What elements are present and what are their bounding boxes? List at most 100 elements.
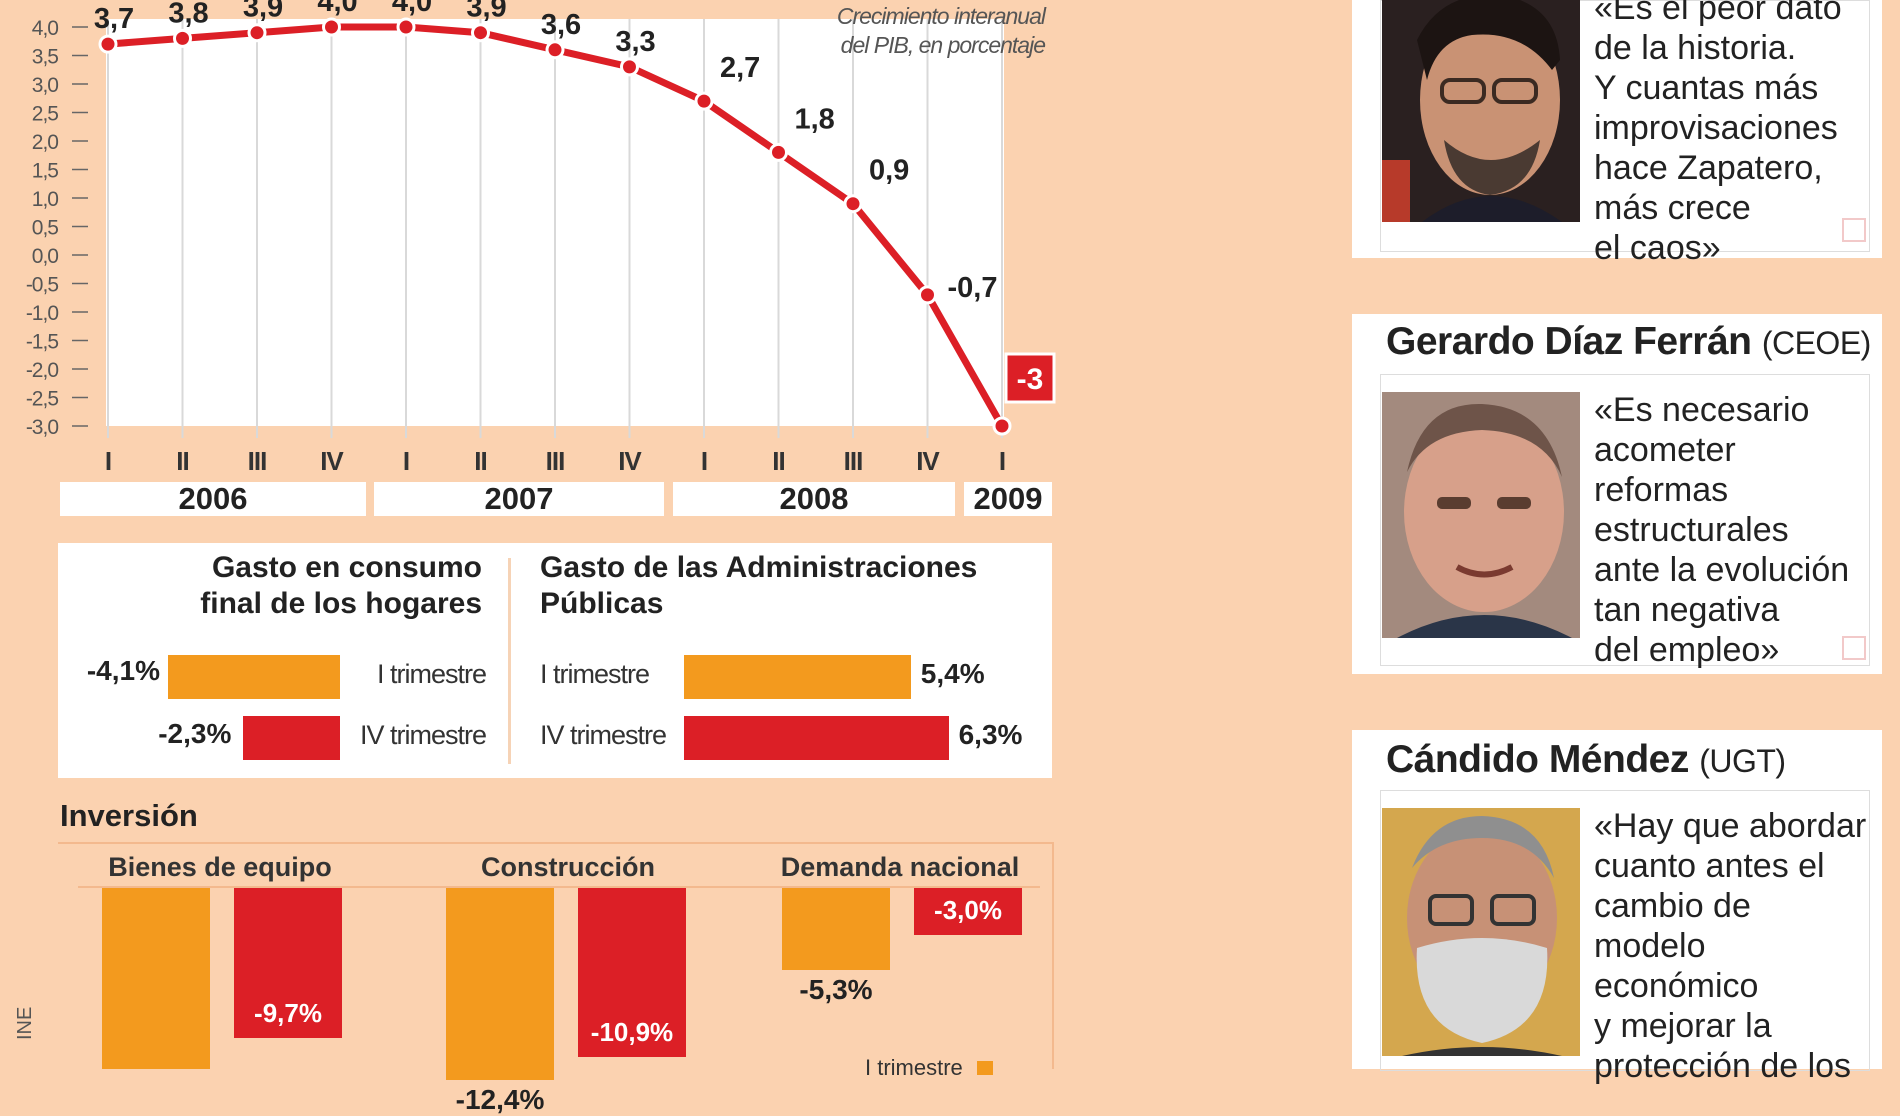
gdp-point xyxy=(918,285,937,305)
gdp-value-label: 2,7 xyxy=(720,52,760,84)
admin-title-line2: Públicas xyxy=(540,587,664,620)
gdp-subtitle: Crecimiento interanual del PIB, en porce… xyxy=(780,2,1046,60)
inversion-value-label: -10,9% xyxy=(590,1016,674,1047)
quote-line: cambio de xyxy=(1594,887,1751,925)
inversion-legend-label: I trimestre xyxy=(865,1055,963,1080)
quote-text-diaz-ferran: «Es necesario acometer reformas estructu… xyxy=(1594,390,1849,670)
spending-panel-divider xyxy=(508,558,511,764)
gdp-last-value-box xyxy=(1004,352,1056,404)
inversion-group-label: Bienes de equipo xyxy=(108,852,332,882)
gdp-value-label: 3,9 xyxy=(466,0,506,24)
quote-line: el caos» xyxy=(1594,229,1721,267)
consumo-value-label: -4,1% xyxy=(86,655,160,686)
gdp-x-tick-label: IV xyxy=(618,446,642,476)
gdp-x-tick-label: I xyxy=(105,446,111,476)
gdp-point xyxy=(322,17,341,37)
admin-title: Gasto de las Administraciones Públicas xyxy=(540,550,1040,622)
gdp-value-label: 3,3 xyxy=(615,26,655,58)
gdp-y-tick-label: -3,0 xyxy=(26,416,59,439)
gdp-point xyxy=(843,194,863,214)
gdp-subtitle-line2: del PIB, en porcentaje xyxy=(840,32,1046,58)
admin-category-label: IV trimestre xyxy=(540,720,667,750)
year-label-2009: 2009 xyxy=(964,482,1052,516)
inversion-title: Inversión xyxy=(60,798,198,833)
gdp-y-axis: 4,0 3,5 3,0 2,5 2,0 1,5 1,0 0,5 0,0 -0,5 -1,0 -1,5 -… xyxy=(26,17,88,439)
quote-line: económico xyxy=(1594,967,1759,1005)
gdp-x-tick-label: I xyxy=(999,446,1005,476)
speaker-org: (UGT) xyxy=(1699,743,1786,779)
year-label-2007: 2007 xyxy=(374,482,664,516)
quote-line: protección de los xyxy=(1594,1047,1852,1085)
consumo-title-line1: Gasto en consumo xyxy=(211,551,482,584)
gdp-x-tick-label: III xyxy=(546,446,565,476)
gdp-value-label: 3,8 xyxy=(168,0,208,29)
inversion-legend-swatch xyxy=(976,1061,993,1075)
gdp-x-tick-label: IV xyxy=(320,446,344,476)
admin-title-line1: Gasto de las Administraciones xyxy=(540,551,978,584)
gdp-x-tick-label: IV xyxy=(916,446,940,476)
gdp-series: 3,7 3,8 3,9 4,0 4,0 3,9 3,6 3,3 2,7 1,8 0,9 -0,7 -3 xyxy=(94,0,1056,436)
speaker-org: (CEOE) xyxy=(1761,325,1872,361)
gdp-y-tick-label: 4,0 xyxy=(32,17,59,40)
gdp-y-tick-label: 3,0 xyxy=(32,74,59,97)
quote-line: improvisaciones xyxy=(1594,109,1838,147)
gdp-y-tick-label: 3,5 xyxy=(32,46,59,69)
quote-frame xyxy=(1380,0,1870,252)
gdp-x-tick-label: III xyxy=(248,446,267,476)
quote-frame xyxy=(1380,374,1870,666)
quote-line: ante la evolución xyxy=(1594,551,1850,589)
gdp-point xyxy=(98,34,118,54)
gdp-x-tick-label: II xyxy=(772,446,784,476)
gdp-value-label: 1,8 xyxy=(795,103,835,135)
speaker-name: Cándido Méndez xyxy=(1386,738,1689,781)
admin-category-label: I trimestre xyxy=(540,659,650,689)
quote-line: «Hay que abordar xyxy=(1594,807,1867,845)
portrait-mendez xyxy=(1382,808,1580,1056)
quote-corner-icon xyxy=(1842,218,1866,242)
consumo-bar xyxy=(243,716,340,760)
gdp-x-tick-label: II xyxy=(474,446,486,476)
source-label: INE xyxy=(14,1006,36,1040)
gdp-point xyxy=(247,23,267,43)
gdp-y-tick-label: 0,0 xyxy=(32,245,59,268)
quote-line: «Es el peor dato xyxy=(1594,0,1842,27)
inversion-bar-orange xyxy=(446,888,554,1081)
quote-line: modelo xyxy=(1594,927,1706,965)
consumo-bar xyxy=(167,655,340,699)
quote-line: de la historia. xyxy=(1594,29,1797,67)
inversion-value-label: -5,3% xyxy=(799,974,873,1006)
portrait-diaz-ferran xyxy=(1382,392,1580,638)
gdp-point xyxy=(545,40,565,60)
quote-line: estructurales xyxy=(1594,511,1789,549)
gdp-point xyxy=(992,416,1012,436)
gdp-y-tick-label: 0,5 xyxy=(32,217,59,240)
gdp-value-label: -0,7 xyxy=(948,272,998,304)
quote-speaker-diaz-ferran: Gerardo Díaz Ferrán (CEOE) xyxy=(1386,320,1871,364)
inversion-top-rule xyxy=(58,842,1054,844)
inversion-bar-red xyxy=(578,888,686,1057)
quote-line: «Es necesario xyxy=(1594,391,1810,429)
admin-bar xyxy=(684,655,911,699)
quote-line: Y cuantas más xyxy=(1594,69,1819,107)
gdp-x-tick-label: III xyxy=(844,446,863,476)
gdp-y-tick-label: -2,5 xyxy=(26,388,59,411)
gdp-value-label: 3,9 xyxy=(243,0,283,24)
gdp-value-label: 4,0 xyxy=(392,0,432,18)
quote-line: del empleo» xyxy=(1594,631,1780,669)
portrait-rajoy xyxy=(1382,0,1580,222)
inversion-group-label: Construcción xyxy=(480,852,655,882)
consumo-category-label: IV trimestre xyxy=(359,720,487,750)
gdp-y-tick-label: 1,0 xyxy=(32,188,59,211)
quote-text-rajoy: «Es el peor dato de la historia. Y cuant… xyxy=(1594,0,1842,268)
gdp-value-label: 3,6 xyxy=(541,9,581,41)
quote-line: y mejorar la xyxy=(1594,1007,1772,1045)
inversion-group-label: Demanda nacional xyxy=(780,852,1020,882)
year-label-2006: 2006 xyxy=(60,482,366,516)
quote-line: reformas xyxy=(1594,471,1729,509)
speaker-name: Gerardo Díaz Ferrán xyxy=(1386,320,1752,363)
gdp-point xyxy=(694,91,714,111)
gdp-point xyxy=(769,142,788,162)
gdp-y-tick-label: 2,0 xyxy=(32,131,59,154)
inversion-value-label: -12,4% xyxy=(455,1084,545,1116)
quote-line: hace Zapatero, xyxy=(1594,149,1823,187)
